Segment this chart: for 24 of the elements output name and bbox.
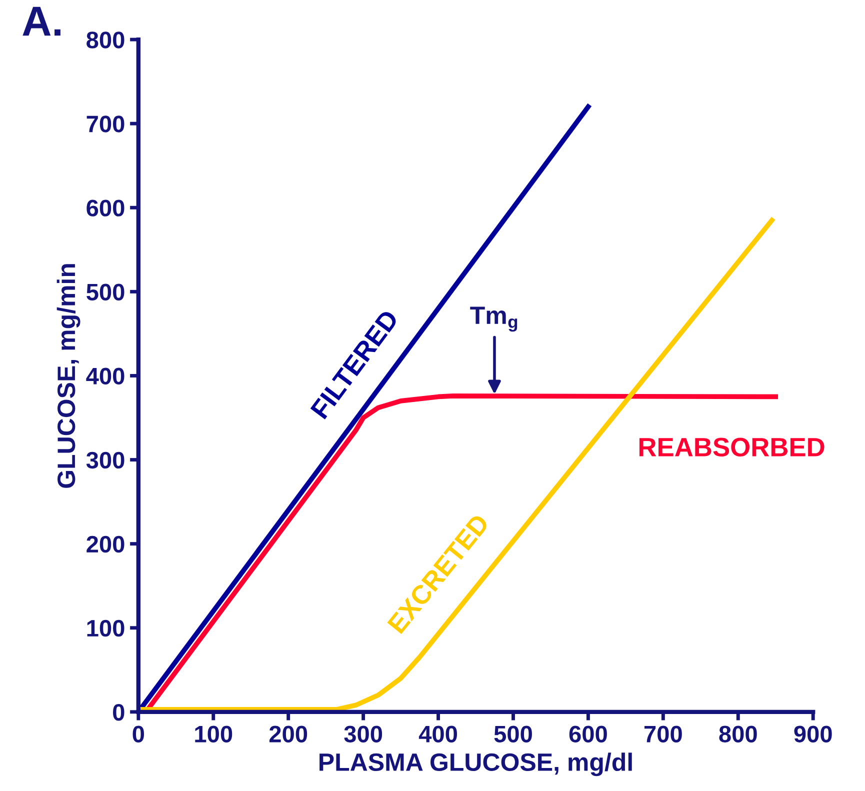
x-tick-label: 600 xyxy=(569,726,607,742)
y-tick-label: 300 xyxy=(86,452,124,469)
x-tick-label: 700 xyxy=(644,726,682,742)
x-tick-label: 0 xyxy=(132,726,144,742)
x-tick-label: 100 xyxy=(195,726,232,742)
x-tick-label: 900 xyxy=(794,726,832,742)
x-tick-label: 200 xyxy=(269,726,308,742)
y-tick-label: 200 xyxy=(86,536,124,553)
annotation: Tm$_{g}$ xyxy=(470,306,518,332)
y-tick-label: 100 xyxy=(87,620,124,637)
y-tick-label: 0 xyxy=(113,704,124,721)
x-tick-label: 400 xyxy=(418,726,457,742)
x-tick-label: 500 xyxy=(494,726,532,742)
y-tick-label: 400 xyxy=(86,368,124,385)
y-tick-label: 500 xyxy=(86,284,124,300)
series-label: REABSORBED xyxy=(639,438,824,456)
x-tick-label: 300 xyxy=(344,726,382,742)
y-tick-label: 600 xyxy=(86,200,124,216)
x-tick-label: 800 xyxy=(719,726,757,742)
y-tick-label: 800 xyxy=(86,32,124,48)
y-axis-title: GLUCOSE, mg/min xyxy=(56,264,80,488)
x-axis-title: PLASMA GLUCOSE, mg/dl xyxy=(320,752,632,776)
text: A. xyxy=(22,6,60,36)
y-tick-label: 700 xyxy=(86,116,124,132)
